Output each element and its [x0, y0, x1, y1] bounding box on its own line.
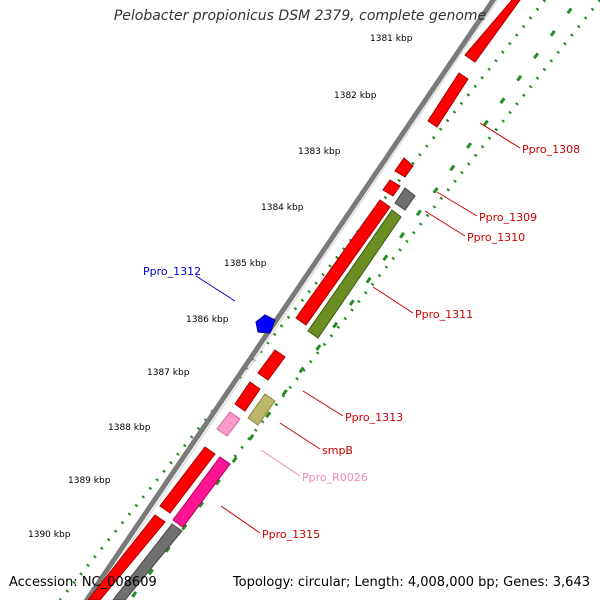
kbp-label: 1386 kbp — [186, 315, 229, 325]
forward-strand — [86, 0, 521, 601]
ruler-outer-dotted — [58, 0, 547, 601]
kbp-label: 1385 kbp — [224, 259, 267, 269]
gene-feature[interactable] — [257, 349, 286, 381]
ruler-labels: 1381 kbp 1382 kbp 1383 kbp 1384 kbp 1385… — [28, 34, 413, 540]
map-title: Pelobacter propionicus DSM 2379, complet… — [113, 8, 487, 24]
gene-label[interactable]: Ppro_1310 — [467, 231, 525, 244]
kbp-label: 1387 kbp — [147, 368, 190, 378]
gene-feature[interactable] — [307, 209, 402, 339]
kbp-label: 1382 kbp — [334, 91, 377, 101]
gene-label[interactable]: Ppro_1315 — [262, 528, 320, 541]
gene-feature[interactable] — [394, 187, 416, 211]
gene-feature[interactable] — [394, 157, 414, 178]
gene-label[interactable]: Ppro_R0026 — [302, 471, 368, 484]
kbp-label: 1384 kbp — [261, 203, 304, 213]
kbp-label: 1383 kbp — [298, 147, 341, 157]
kbp-label: 1388 kbp — [108, 423, 151, 433]
ruler-inner-ticks — [128, 0, 580, 601]
gene-label[interactable]: smpB — [322, 444, 353, 457]
gene-label[interactable]: Ppro_1313 — [345, 411, 403, 424]
gene-feature[interactable] — [464, 0, 521, 63]
gene-label[interactable]: Ppro_1311 — [415, 308, 473, 321]
genome-backbone-highlight — [88, 0, 499, 604]
kbp-label: 1381 kbp — [370, 34, 413, 44]
gene-labels: Ppro_1308 Ppro_1309 Ppro_1310 Ppro_1311 … — [143, 143, 580, 541]
gene-feature[interactable] — [216, 411, 241, 437]
gene-feature[interactable] — [172, 456, 231, 528]
gene-label[interactable]: Ppro_1309 — [479, 211, 537, 224]
connector-lines — [195, 122, 521, 534]
gene-feature[interactable] — [382, 179, 401, 197]
reverse-strand — [111, 187, 416, 601]
genome-backbone — [81, 0, 497, 604]
kbp-label: 1390 kbp — [28, 530, 71, 540]
gene-feature[interactable] — [234, 381, 261, 412]
gene-feature[interactable] — [295, 199, 391, 326]
accession-text: Accession: NC_008609 — [9, 575, 157, 590]
genome-summary-text: Topology: circular; Length: 4,008,000 bp… — [232, 575, 590, 590]
kbp-label: 1389 kbp — [68, 476, 111, 486]
gene-feature[interactable] — [427, 72, 469, 128]
blue-feature[interactable] — [255, 314, 276, 334]
gene-label[interactable]: Ppro_1308 — [522, 143, 580, 156]
gene-feature[interactable] — [247, 393, 276, 426]
gene-label[interactable]: Ppro_1312 — [143, 265, 201, 278]
gene-feature[interactable] — [159, 446, 216, 514]
